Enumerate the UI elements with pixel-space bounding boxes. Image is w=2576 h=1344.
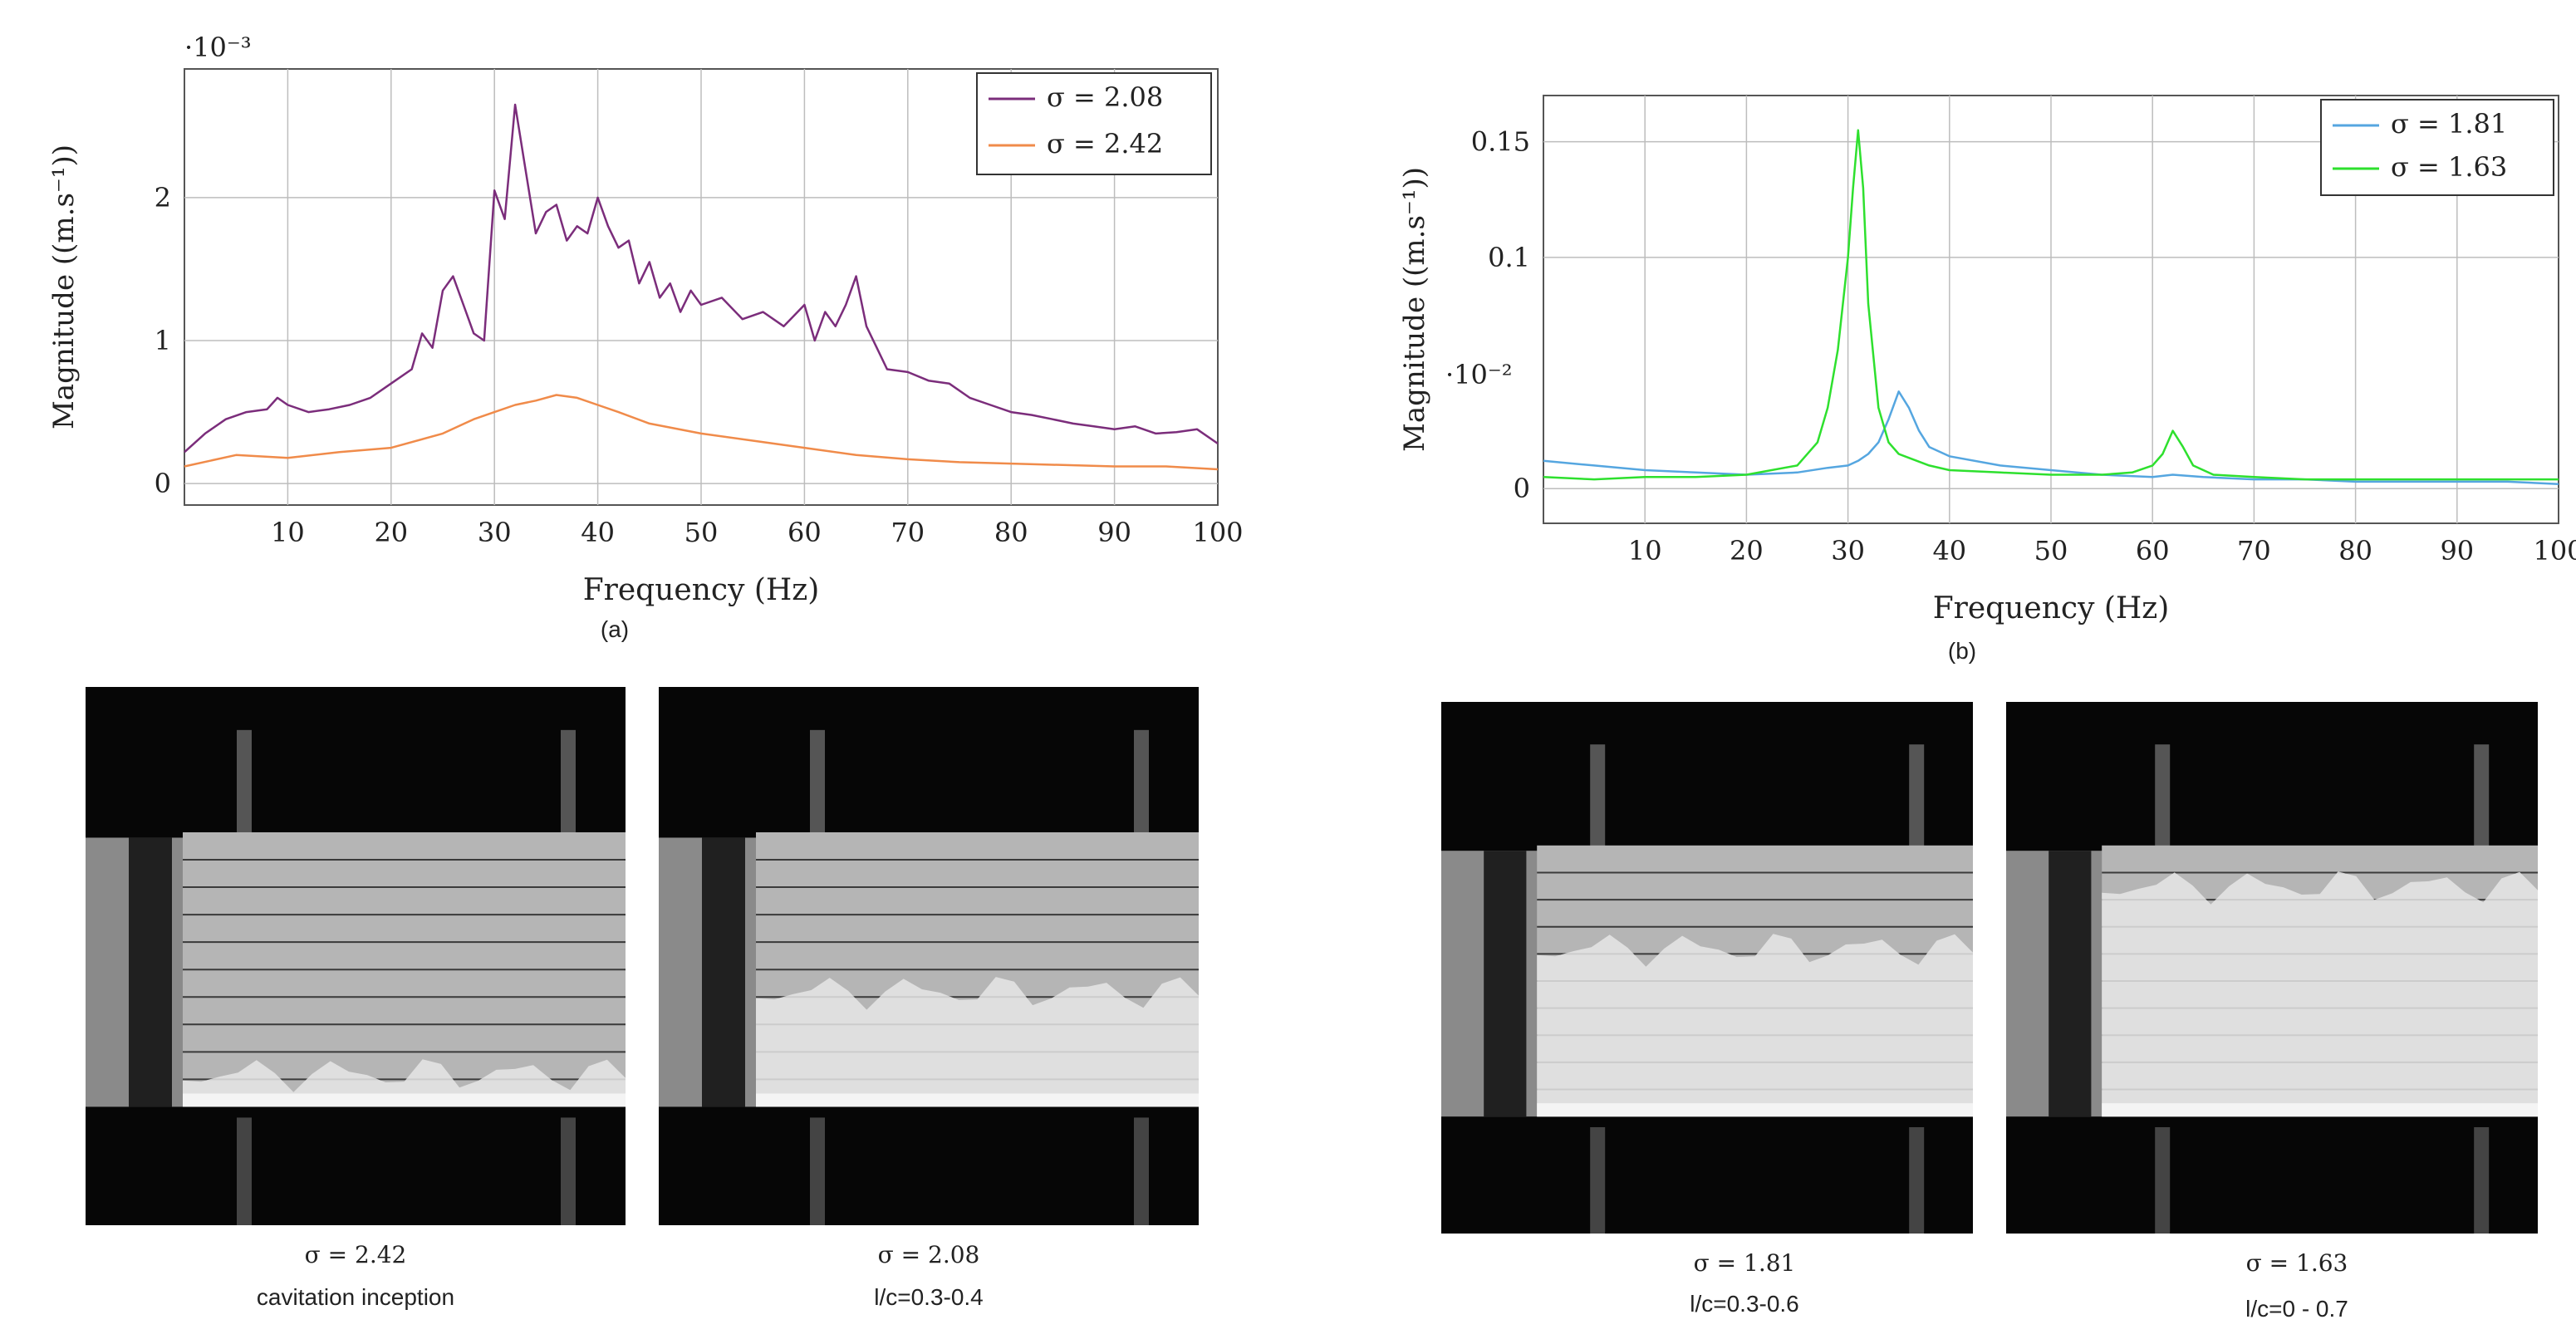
photo-rod bbox=[237, 729, 252, 838]
x-tick-label: 80 bbox=[994, 517, 1028, 548]
legend-label: σ = 2.42 bbox=[1047, 128, 1163, 159]
photo-rod bbox=[237, 1117, 252, 1225]
photo-rod bbox=[2155, 1127, 2171, 1234]
photo-frame-post bbox=[702, 837, 745, 1107]
x-tick-label: 40 bbox=[581, 517, 615, 548]
cavity-cloud bbox=[2102, 871, 2538, 1117]
x-tick-label: 30 bbox=[478, 517, 512, 548]
caption-b: (b) bbox=[1947, 638, 1977, 664]
photo-rod bbox=[1590, 1127, 1606, 1234]
photo-rod bbox=[1134, 1117, 1149, 1225]
chart-b: 10 20 30 40 50 60 70 80 90 100 0 0.1 0.15 ·10⁻² σ = 1.… bbox=[1398, 95, 2576, 625]
photo-frame-post bbox=[129, 837, 172, 1107]
x-tick-label: 10 bbox=[1628, 535, 1662, 567]
x-tick-label: 100 bbox=[2533, 535, 2576, 567]
photo-frame-post bbox=[2049, 851, 2092, 1117]
photo-rod bbox=[810, 1117, 825, 1225]
y-tick-label: 0 bbox=[1514, 473, 1530, 504]
photo-rod bbox=[2474, 1127, 2490, 1234]
legend-label: σ = 1.81 bbox=[2391, 108, 2507, 140]
y-axis-label: Magnitude ((m.s⁻¹)) bbox=[1398, 167, 1431, 452]
x-tick-label: 40 bbox=[1932, 535, 1966, 567]
x-tick-label: 30 bbox=[1831, 535, 1865, 567]
cavitation-photo-graphic bbox=[86, 687, 626, 1225]
photo-label-sigma: σ = 2.42 bbox=[304, 1241, 407, 1268]
leading-edge-highlight bbox=[2102, 1103, 2538, 1117]
leading-edge-highlight bbox=[1537, 1103, 1973, 1117]
legend-box bbox=[2320, 99, 2554, 196]
legend-label: σ = 2.08 bbox=[1047, 81, 1163, 113]
photo-rod bbox=[561, 729, 576, 838]
y-tick-label: 1 bbox=[155, 325, 171, 356]
cavitation-photo-graphic bbox=[659, 687, 1199, 1225]
chart-a: 10 20 30 40 50 60 70 80 90 100 0 1 2 ·10⁻³ σ = 2.08 σ =… bbox=[47, 32, 1244, 607]
x-tick-label: 60 bbox=[788, 517, 822, 548]
leading-edge-highlight bbox=[183, 1093, 626, 1107]
photo-label-sigma: σ = 2.08 bbox=[877, 1241, 980, 1268]
series-line bbox=[184, 394, 1219, 471]
x-tick-label: 10 bbox=[271, 517, 305, 548]
y-scale-label: ·10⁻² bbox=[1445, 359, 1513, 390]
cavity-cloud bbox=[1537, 934, 1973, 1117]
y-tick-label: 0.15 bbox=[1471, 126, 1530, 158]
y-scale-label: ·10⁻³ bbox=[184, 32, 252, 63]
x-axis-label: Frequency (Hz) bbox=[1933, 591, 2170, 625]
photo-rod bbox=[1134, 729, 1149, 838]
photo-rod bbox=[810, 729, 825, 838]
photo-note: l/c=0 - 0.7 bbox=[2245, 1296, 2348, 1322]
photo-sigma-208 bbox=[659, 687, 1199, 1225]
photo-rod bbox=[1590, 744, 1606, 851]
caption-a: (a) bbox=[600, 616, 630, 642]
x-tick-label: 80 bbox=[2338, 535, 2372, 567]
cavitation-photo-graphic bbox=[1441, 702, 1973, 1234]
photo-note: l/c=0.3-0.4 bbox=[874, 1284, 984, 1310]
photo-sigma-242 bbox=[86, 687, 626, 1225]
cavitation-photo-graphic bbox=[2006, 702, 2538, 1234]
photo-sigma-181 bbox=[1441, 702, 1973, 1234]
x-tick-label: 60 bbox=[2136, 535, 2170, 567]
photo-note: l/c=0.3-0.6 bbox=[1690, 1291, 1799, 1317]
legend-label: σ = 1.63 bbox=[2391, 151, 2507, 183]
x-tick-label: 50 bbox=[2034, 535, 2068, 567]
photo-label-sigma: σ = 1.63 bbox=[2245, 1249, 2348, 1277]
photo-frame-post bbox=[1484, 851, 1527, 1117]
photo-rod bbox=[561, 1117, 576, 1225]
y-tick-label: 2 bbox=[155, 182, 171, 213]
leading-edge-highlight bbox=[756, 1093, 1199, 1107]
legend-box bbox=[976, 72, 1212, 175]
series-line bbox=[184, 103, 1219, 454]
series-line bbox=[1543, 129, 2559, 481]
x-tick-label: 20 bbox=[1730, 535, 1764, 567]
photo-rod bbox=[1909, 1127, 1925, 1234]
y-axis-label: Magnitude ((m.s⁻¹)) bbox=[47, 145, 81, 429]
y-tick-label: 0 bbox=[155, 468, 171, 499]
x-tick-label: 20 bbox=[374, 517, 408, 548]
photo-label-sigma: σ = 1.81 bbox=[1693, 1249, 1796, 1277]
x-tick-label: 70 bbox=[891, 517, 925, 548]
photo-note: cavitation inception bbox=[256, 1284, 455, 1310]
photo-sigma-163 bbox=[2006, 702, 2538, 1234]
x-axis-label: Frequency (Hz) bbox=[583, 573, 820, 607]
x-tick-label: 90 bbox=[1097, 517, 1131, 548]
photo-rod bbox=[2155, 744, 2171, 851]
photo-rod bbox=[1909, 744, 1925, 851]
y-tick-label: 0.1 bbox=[1488, 242, 1530, 273]
cavity-cloud bbox=[756, 977, 1199, 1107]
photo-rod bbox=[2474, 744, 2490, 851]
x-tick-label: 70 bbox=[2237, 535, 2271, 567]
x-tick-label: 100 bbox=[1192, 517, 1243, 548]
x-tick-label: 50 bbox=[684, 517, 719, 548]
x-tick-label: 90 bbox=[2440, 535, 2474, 567]
